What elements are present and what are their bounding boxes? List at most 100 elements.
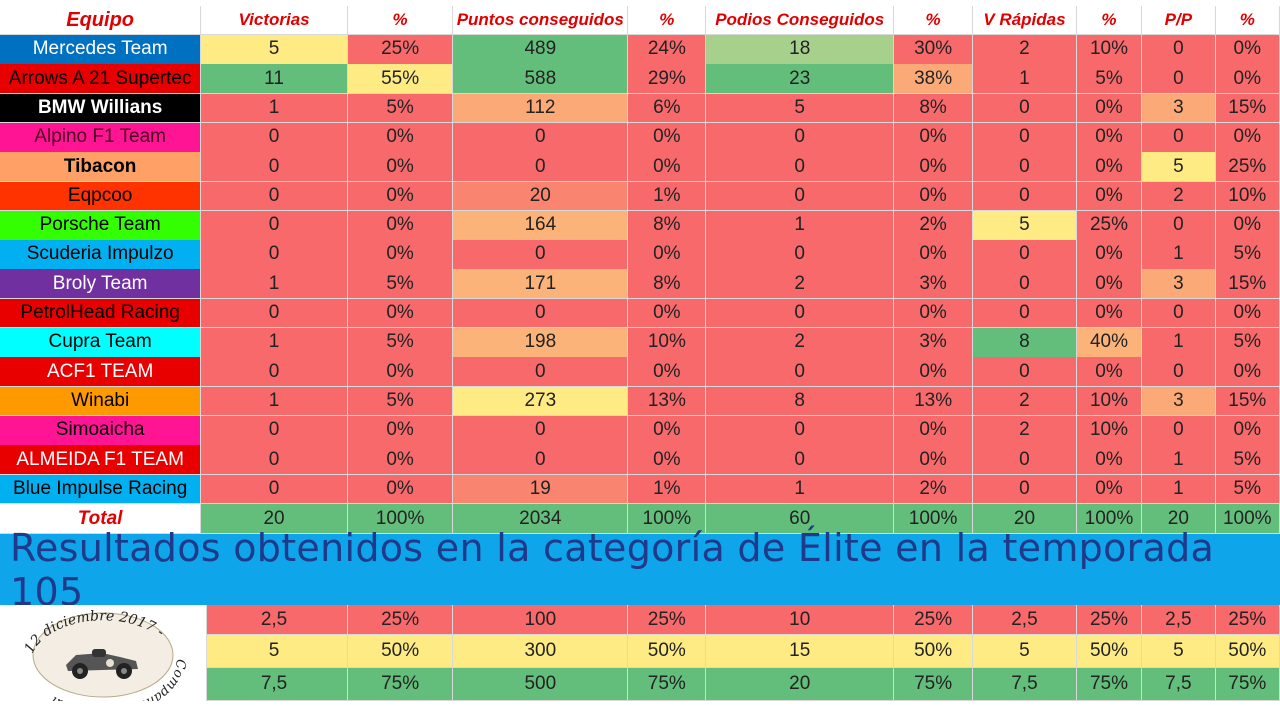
stat-cell[interactable]: 3% xyxy=(894,328,974,358)
stat-cell[interactable]: 0% xyxy=(347,210,454,241)
stat-cell[interactable]: 0% xyxy=(894,240,974,270)
stat-cell[interactable]: 0% xyxy=(1076,240,1143,270)
team-name-cell[interactable]: ALMEIDA F1 TEAM xyxy=(0,445,202,475)
stat-cell[interactable]: 0% xyxy=(1076,152,1143,182)
stat-cell[interactable]: 0% xyxy=(347,357,454,388)
team-name-cell[interactable]: BMW Willians xyxy=(0,93,202,124)
stat-cell[interactable]: 5% xyxy=(347,93,454,124)
stat-cell[interactable]: 3 xyxy=(1142,269,1216,300)
stat-cell[interactable]: 0% xyxy=(894,445,974,475)
stat-cell[interactable]: 1% xyxy=(628,474,707,505)
stat-cell[interactable]: 0 xyxy=(201,445,348,475)
team-name-cell[interactable]: Alpino F1 Team xyxy=(0,122,202,153)
header-cell-2[interactable]: % xyxy=(347,6,454,35)
stat-cell[interactable]: 1% xyxy=(628,181,707,212)
stat-cell[interactable]: 171 xyxy=(453,269,629,300)
total-cell[interactable]: 100% xyxy=(1215,504,1280,534)
stat-cell[interactable]: 5% xyxy=(347,386,454,417)
legend-cell[interactable]: 2,5 xyxy=(1142,605,1216,635)
legend-cell[interactable]: 50% xyxy=(347,635,454,668)
legend-cell[interactable]: 75% xyxy=(1076,668,1143,701)
stat-cell[interactable]: 1 xyxy=(201,328,348,358)
total-cell[interactable]: 100% xyxy=(1076,504,1143,534)
stat-cell[interactable]: 6% xyxy=(628,93,707,124)
stat-cell[interactable]: 5% xyxy=(1215,328,1280,358)
stat-cell[interactable]: 13% xyxy=(628,386,707,417)
header-cell-7[interactable]: V Rápidas xyxy=(973,6,1077,35)
total-cell[interactable]: 60 xyxy=(706,504,895,534)
stat-cell[interactable]: 588 xyxy=(453,64,629,95)
legend-cell[interactable]: 75% xyxy=(347,668,454,701)
stat-cell[interactable]: 19 xyxy=(453,474,629,505)
stat-cell[interactable]: 0% xyxy=(894,181,974,212)
total-cell[interactable]: 100% xyxy=(628,504,707,534)
stat-cell[interactable]: 0 xyxy=(706,122,895,153)
stat-cell[interactable]: 1 xyxy=(201,93,348,124)
stat-cell[interactable]: 0% xyxy=(347,240,454,270)
stat-cell[interactable]: 10% xyxy=(1076,35,1143,65)
stat-cell[interactable]: 0 xyxy=(973,240,1077,270)
stat-cell[interactable]: 164 xyxy=(453,210,629,241)
stat-cell[interactable]: 0 xyxy=(973,357,1077,388)
stat-cell[interactable]: 2% xyxy=(894,210,974,241)
stat-cell[interactable]: 0 xyxy=(201,298,348,329)
stat-cell[interactable]: 10% xyxy=(628,328,707,358)
stat-cell[interactable]: 1 xyxy=(1142,474,1216,505)
team-name-cell[interactable]: Tibacon xyxy=(0,152,202,182)
stat-cell[interactable]: 0 xyxy=(706,415,895,446)
legend-cell[interactable]: 50% xyxy=(894,635,974,668)
total-cell[interactable]: 20 xyxy=(973,504,1077,534)
legend-cell[interactable]: 15 xyxy=(706,635,894,668)
header-cell-10[interactable]: % xyxy=(1215,6,1280,35)
stat-cell[interactable]: 0% xyxy=(628,298,707,329)
stat-cell[interactable]: 0% xyxy=(894,357,974,388)
stat-cell[interactable]: 0% xyxy=(347,181,454,212)
stat-cell[interactable]: 198 xyxy=(453,328,629,358)
stat-cell[interactable]: 11 xyxy=(201,64,348,95)
team-name-cell[interactable]: Simoaicha xyxy=(0,415,202,446)
stat-cell[interactable]: 5% xyxy=(347,269,454,300)
header-cell-1[interactable]: Victorias xyxy=(201,6,348,35)
header-cell-4[interactable]: % xyxy=(628,6,707,35)
stat-cell[interactable]: 29% xyxy=(628,64,707,95)
stat-cell[interactable]: 3 xyxy=(1142,93,1216,124)
stat-cell[interactable]: 0% xyxy=(894,415,974,446)
stat-cell[interactable]: 30% xyxy=(894,35,974,65)
stat-cell[interactable]: 0 xyxy=(706,298,895,329)
stat-cell[interactable]: 25% xyxy=(1076,210,1143,241)
stat-cell[interactable]: 38% xyxy=(894,64,974,95)
header-cell-6[interactable]: % xyxy=(894,6,974,35)
stat-cell[interactable]: 0 xyxy=(453,357,629,388)
stat-cell[interactable]: 8 xyxy=(706,386,895,417)
stat-cell[interactable]: 0 xyxy=(706,445,895,475)
stat-cell[interactable]: 40% xyxy=(1076,328,1143,358)
stat-cell[interactable]: 0 xyxy=(453,240,629,270)
stat-cell[interactable]: 0 xyxy=(1142,298,1216,329)
stat-cell[interactable]: 1 xyxy=(973,64,1077,95)
stat-cell[interactable]: 0% xyxy=(1215,122,1280,153)
stat-cell[interactable]: 0% xyxy=(1076,357,1143,388)
stat-cell[interactable]: 5 xyxy=(1142,152,1216,182)
stat-cell[interactable]: 2 xyxy=(973,415,1077,446)
stat-cell[interactable]: 1 xyxy=(1142,328,1216,358)
stat-cell[interactable]: 25% xyxy=(347,35,454,65)
stat-cell[interactable]: 112 xyxy=(453,93,629,124)
header-cell-5[interactable]: Podios Conseguidos xyxy=(706,6,895,35)
stat-cell[interactable]: 10% xyxy=(1076,415,1143,446)
stat-cell[interactable]: 2 xyxy=(706,328,895,358)
stat-cell[interactable]: 1 xyxy=(201,269,348,300)
stat-cell[interactable]: 0% xyxy=(1215,415,1280,446)
stat-cell[interactable]: 0% xyxy=(347,298,454,329)
legend-cell[interactable]: 25% xyxy=(347,605,454,635)
stat-cell[interactable]: 0% xyxy=(894,298,974,329)
stat-cell[interactable]: 0% xyxy=(1076,93,1143,124)
total-cell[interactable]: 100% xyxy=(894,504,974,534)
stat-cell[interactable]: 2% xyxy=(894,474,974,505)
total-cell[interactable]: 2034 xyxy=(453,504,629,534)
stat-cell[interactable]: 0 xyxy=(1142,35,1216,65)
stat-cell[interactable]: 0% xyxy=(347,415,454,446)
legend-cell[interactable]: 25% xyxy=(1215,605,1280,635)
stat-cell[interactable]: 0 xyxy=(201,181,348,212)
legend-cell[interactable]: 300 xyxy=(453,635,629,668)
stat-cell[interactable]: 2 xyxy=(706,269,895,300)
